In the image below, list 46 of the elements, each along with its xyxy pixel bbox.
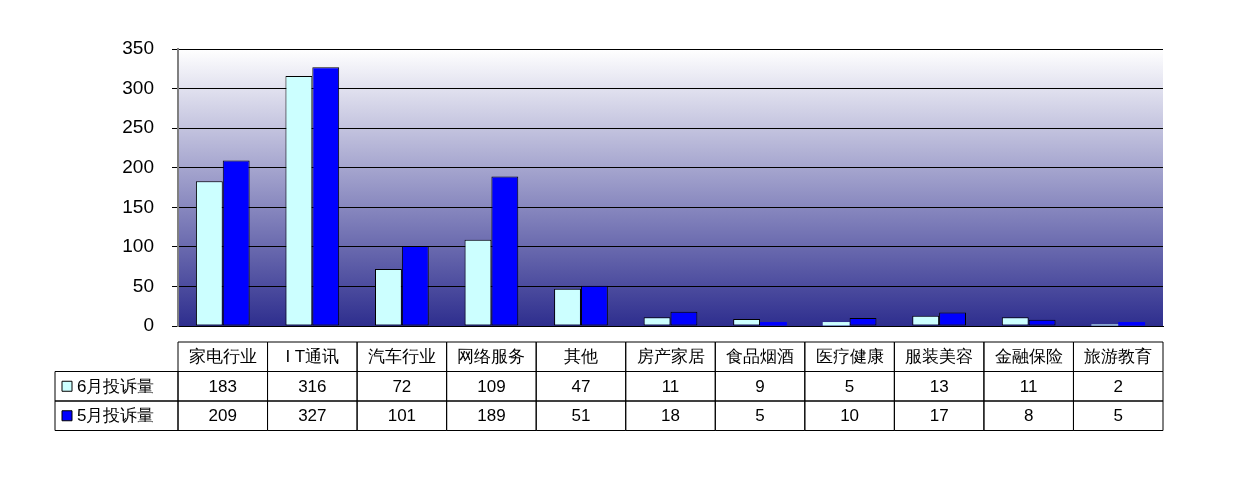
- bar: [822, 322, 850, 326]
- data-label: 72: [392, 376, 412, 396]
- data-label: 51: [571, 406, 591, 426]
- y-tick-label: 300: [122, 76, 154, 98]
- x-tick-label: 房产家居: [636, 347, 705, 367]
- data-label: 209: [208, 406, 237, 426]
- data-label: 11: [1019, 376, 1038, 396]
- data-label: 5: [1113, 406, 1123, 426]
- legend-label: 5月投诉量: [77, 406, 155, 426]
- x-tick-label: 汽车行业: [367, 347, 436, 367]
- data-label: 189: [477, 406, 506, 426]
- x-tick-label: 旅游教育: [1084, 347, 1153, 367]
- data-label: 10: [840, 406, 860, 426]
- data-label: 5: [844, 376, 855, 396]
- data-label: 11: [661, 376, 680, 396]
- bar: [760, 322, 787, 326]
- y-tick-label: 50: [132, 274, 154, 296]
- data-label: 8: [1023, 406, 1034, 426]
- data-label: 2: [1113, 376, 1123, 396]
- x-tick-label: 其他: [563, 347, 598, 367]
- x-tick-label: 金融保险: [994, 347, 1063, 367]
- x-tick-label: 服装美容: [905, 347, 974, 367]
- data-label: 9: [755, 376, 765, 396]
- data-label: 327: [298, 406, 327, 426]
- data-label: 17: [929, 406, 949, 426]
- y-tick-label: 250: [122, 116, 154, 138]
- x-tick-label: 家电行业: [188, 347, 257, 367]
- data-label: 5: [755, 406, 765, 426]
- legend-label: 6月投诉量: [77, 376, 155, 396]
- x-tick-label: 网络服务: [457, 347, 526, 367]
- data-label: 183: [208, 376, 237, 396]
- bar: [1118, 322, 1146, 326]
- y-tick-label: 150: [122, 195, 154, 217]
- data-label: 47: [571, 376, 591, 396]
- data-label: 316: [298, 376, 327, 396]
- data-label: 18: [661, 406, 680, 426]
- x-tick-label: 食品烟酒: [726, 347, 795, 367]
- y-tick-label: 350: [122, 37, 154, 59]
- x-tick-label: 医疗健康: [815, 347, 884, 367]
- y-tick-label: 0: [143, 314, 154, 336]
- data-label: 109: [477, 376, 506, 396]
- y-tick-label: 200: [122, 155, 154, 177]
- data-label: 13: [929, 376, 949, 396]
- x-tick-label: I T通讯: [285, 347, 340, 367]
- data-label: 101: [387, 406, 417, 426]
- y-tick-label: 100: [122, 235, 154, 257]
